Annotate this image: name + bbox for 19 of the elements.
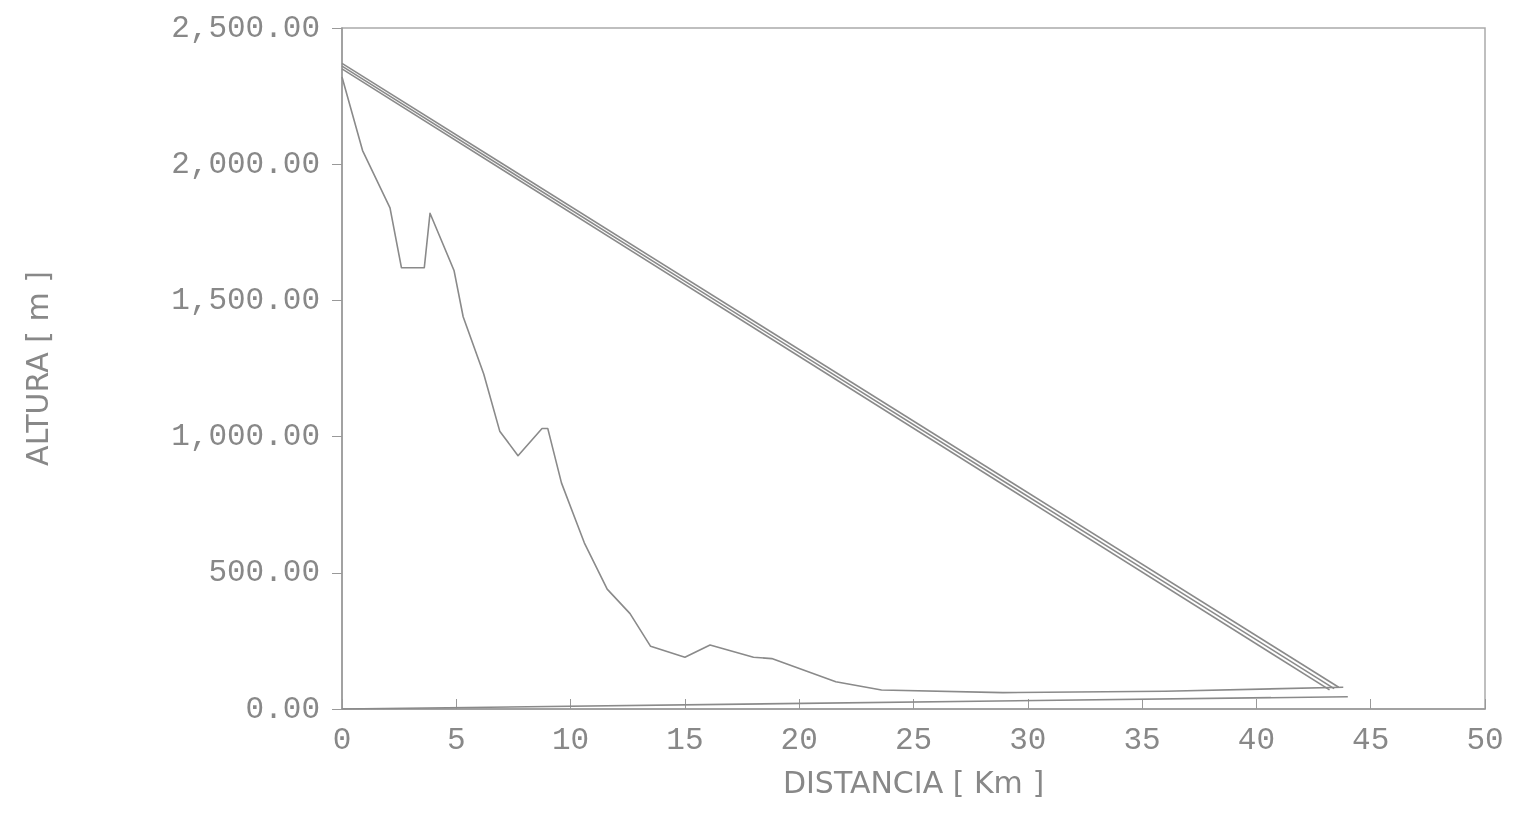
y-tick-label: 2,000.00 <box>171 146 320 182</box>
y-tick-label: 0.00 <box>245 691 320 727</box>
x-axis-title: DISTANCIA [ Km ] <box>782 764 1045 800</box>
x-tick-label: 30 <box>1009 723 1047 758</box>
x-tick-label: 50 <box>1466 723 1504 758</box>
y-tick-label: 1,500.00 <box>171 282 320 318</box>
x-tick-label: 40 <box>1237 723 1276 758</box>
x-tick-label: 35 <box>1123 723 1161 758</box>
y-axis-title: ALTURA [ m ] <box>19 271 55 466</box>
y-tick-label: 1,000.00 <box>171 419 320 455</box>
x-tick-label: 10 <box>551 723 590 758</box>
x-tick-label: 5 <box>447 723 466 758</box>
y-tick-label: 500.00 <box>208 555 320 591</box>
y-tick-label: 2,500.00 <box>171 10 320 46</box>
x-tick-label: 45 <box>1352 723 1390 758</box>
x-tick-label: 25 <box>894 723 933 758</box>
x-tick-label: 0 <box>332 723 352 758</box>
x-tick-label: 15 <box>666 723 704 758</box>
x-tick-label: 20 <box>780 723 818 758</box>
